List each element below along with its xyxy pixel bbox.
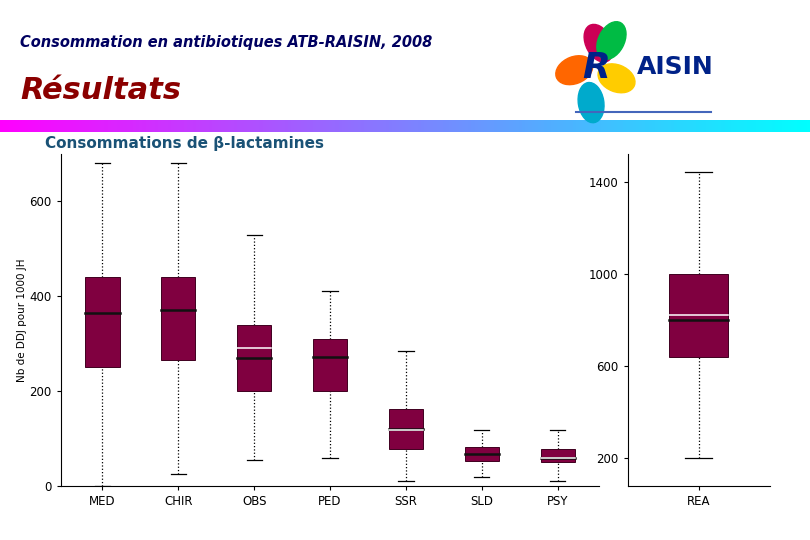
Ellipse shape	[597, 22, 626, 59]
Text: Consommations de β-lactamines: Consommations de β-lactamines	[45, 136, 323, 151]
Bar	[85, 277, 120, 367]
Ellipse shape	[578, 83, 604, 123]
Ellipse shape	[584, 24, 613, 62]
Text: Résultats: Résultats	[20, 76, 181, 105]
Bar	[669, 274, 728, 357]
Bar	[389, 409, 423, 449]
Bar	[237, 325, 271, 391]
Bar	[465, 447, 499, 461]
Ellipse shape	[598, 64, 635, 93]
Text: Consommation en antibiotiques ATB-RAISIN, 2008: Consommation en antibiotiques ATB-RAISIN…	[20, 35, 433, 50]
Text: R: R	[582, 51, 610, 84]
Bar	[313, 339, 347, 391]
Ellipse shape	[556, 56, 593, 85]
Bar	[161, 277, 195, 360]
Y-axis label: Nb de DDJ pour 1000 JH: Nb de DDJ pour 1000 JH	[17, 258, 27, 382]
Bar	[540, 449, 575, 462]
Text: AISIN: AISIN	[637, 56, 714, 79]
